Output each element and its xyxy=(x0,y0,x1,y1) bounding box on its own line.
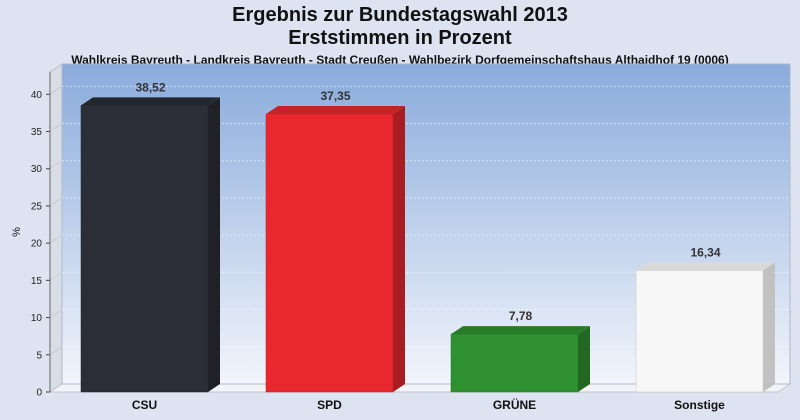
gridline-depth xyxy=(49,197,63,207)
bar-front xyxy=(450,333,579,393)
bar-front xyxy=(635,270,764,393)
gridline-depth xyxy=(49,160,63,170)
bar-front xyxy=(265,113,394,393)
bar-side xyxy=(208,97,220,392)
bar-side xyxy=(763,262,775,392)
bar-spd xyxy=(265,106,405,393)
bar-front xyxy=(80,105,209,393)
y-tick-label: 30 xyxy=(31,164,43,175)
gridline-depth xyxy=(49,309,63,318)
bar-top xyxy=(81,97,220,106)
y-tick-label: 10 xyxy=(31,313,43,324)
gridline-depth xyxy=(49,123,63,132)
y-tick-label: 5 xyxy=(36,350,42,361)
x-tick-label: GRÜNE xyxy=(493,397,536,412)
chart-title-line-1: Ergebnis zur Bundestagswahl 2013 xyxy=(232,4,568,26)
chart-title-line-2: Erststimmen in Prozent xyxy=(288,27,512,49)
bar-side xyxy=(578,326,590,392)
y-tick-label: 0 xyxy=(36,388,42,399)
bar-top xyxy=(636,262,775,271)
bar-csu xyxy=(80,97,220,393)
x-tick-label: SPD xyxy=(317,398,342,412)
x-tick-label: CSU xyxy=(132,398,157,412)
gridline-depth xyxy=(49,346,63,356)
bar-value-label: 7,78 xyxy=(509,309,533,323)
gridline-depth xyxy=(49,271,63,281)
bar-top xyxy=(266,106,405,115)
y-axis-label: % xyxy=(11,227,23,237)
bar-side xyxy=(393,106,405,392)
y-tick-label: 40 xyxy=(31,90,43,101)
y-tick-label: 20 xyxy=(31,239,43,250)
plot-side-wall xyxy=(49,63,63,393)
bar-grüne xyxy=(450,326,590,393)
x-tick-label: Sonstige xyxy=(674,398,725,412)
bar-value-label: 16,34 xyxy=(690,245,720,259)
y-tick-label: 25 xyxy=(31,201,43,212)
bar-sonstige xyxy=(635,262,775,393)
bar-value-label: 37,35 xyxy=(320,89,350,103)
gridline-depth xyxy=(49,85,63,95)
bar-top xyxy=(451,326,590,335)
y-tick-label: 35 xyxy=(31,127,43,138)
gridline-depth xyxy=(49,234,63,244)
y-tick-label: 15 xyxy=(31,276,43,287)
bar-value-label: 38,52 xyxy=(135,80,165,94)
